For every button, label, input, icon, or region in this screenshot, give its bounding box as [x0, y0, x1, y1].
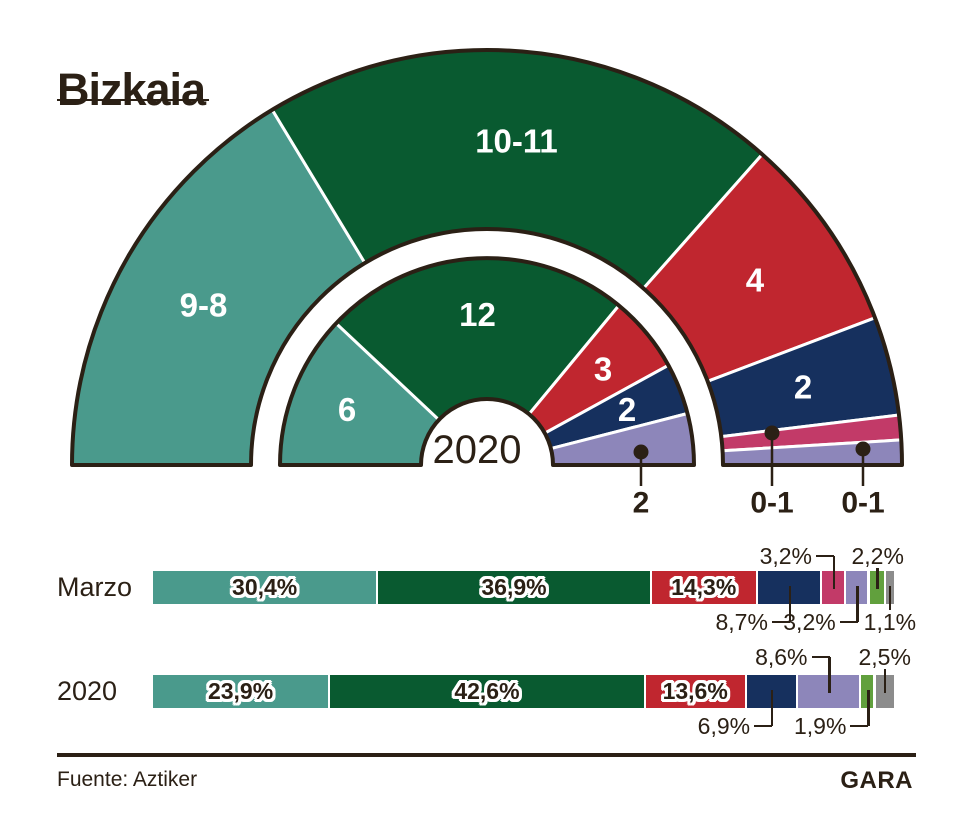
arch-inner-label-teal: 6 — [338, 391, 356, 428]
bar-segment-teal: 30,4% — [153, 571, 377, 604]
arch-outer-label-teal: 9-8 — [180, 287, 228, 324]
arch-outer-label-navy: 2 — [794, 369, 812, 406]
bar-segment-teal: 23,9% — [153, 675, 329, 708]
bar-callout-label: 1,9% — [793, 713, 847, 739]
bar-segment-value: 14,3% — [671, 574, 737, 600]
arch-outer-label-red: 4 — [746, 262, 765, 299]
arch-outer-outline — [70, 48, 904, 467]
arch-callout-label: 2 — [633, 487, 650, 520]
arch-callout-dot — [633, 444, 649, 460]
bar-callout-label: 1,1% — [863, 609, 917, 635]
bar-callout-label: 2,5% — [858, 644, 911, 670]
bar-callout-line — [754, 724, 773, 728]
bar-callout-label: 3,2% — [759, 543, 812, 569]
bar-callout-line — [771, 620, 790, 624]
arch-callout-label: 0-1 — [750, 487, 793, 520]
arch-center-label: 2020 — [433, 428, 522, 472]
bar-callout-line — [788, 586, 792, 622]
bar-callout-line — [811, 655, 830, 659]
arch-callout-dot — [764, 425, 780, 441]
bar-callout-line — [888, 586, 892, 610]
bar-callout-line — [839, 620, 858, 624]
bar-callout-label: 8,6% — [755, 644, 808, 670]
source-label: Fuente: Aztiker — [57, 768, 198, 791]
bar-callout-line — [828, 657, 831, 693]
page-title: Bizkaia — [57, 64, 206, 116]
bar-callout-line — [850, 724, 869, 728]
bar-segment-red: 13,6% — [645, 675, 745, 708]
bar-segment-value: 13,6% — [662, 678, 728, 704]
brand-logo: GARA — [840, 767, 913, 794]
bar-segment-value: 30,4% — [232, 574, 298, 600]
bar-segment-green: 36,9% — [378, 571, 650, 604]
bar-callout-line — [883, 669, 886, 693]
bar-callout-line — [876, 568, 879, 589]
arch-inner-label-green: 12 — [459, 296, 496, 333]
bar-callout-line — [816, 554, 834, 558]
arch-inner-label-red: 3 — [594, 351, 612, 388]
bar-callout-line — [770, 690, 774, 726]
bar-callout-line — [867, 690, 870, 726]
bar-segment-value: 36,9% — [481, 574, 547, 600]
bar-callout-line — [856, 586, 859, 622]
arch-callout-dot — [855, 441, 871, 457]
bar-row-label: Marzo — [57, 572, 133, 602]
bar-callout-label: 3,2% — [783, 609, 836, 635]
bar-row-label: 2020 — [57, 676, 118, 706]
title-underline — [57, 99, 209, 101]
arch-outer-label-green: 10-11 — [475, 122, 558, 159]
bar-segment-value: 42,6% — [454, 678, 520, 704]
bar-callout-line — [832, 556, 836, 589]
arch-inner-label-navy: 2 — [618, 391, 636, 428]
bar-callout-label: 8,7% — [715, 609, 768, 635]
bar-segment-value: 23,9% — [207, 678, 274, 704]
footer-rule — [57, 753, 916, 757]
bar-callout-label: 2,2% — [851, 543, 904, 569]
bar-segment-red: 14,3% — [651, 571, 756, 604]
bar-callout-label: 6,9% — [697, 713, 751, 739]
arch-callout-label: 0-1 — [841, 487, 884, 520]
arch-inner-outline — [278, 256, 696, 467]
bar-segment-green: 42,6% — [330, 675, 644, 708]
